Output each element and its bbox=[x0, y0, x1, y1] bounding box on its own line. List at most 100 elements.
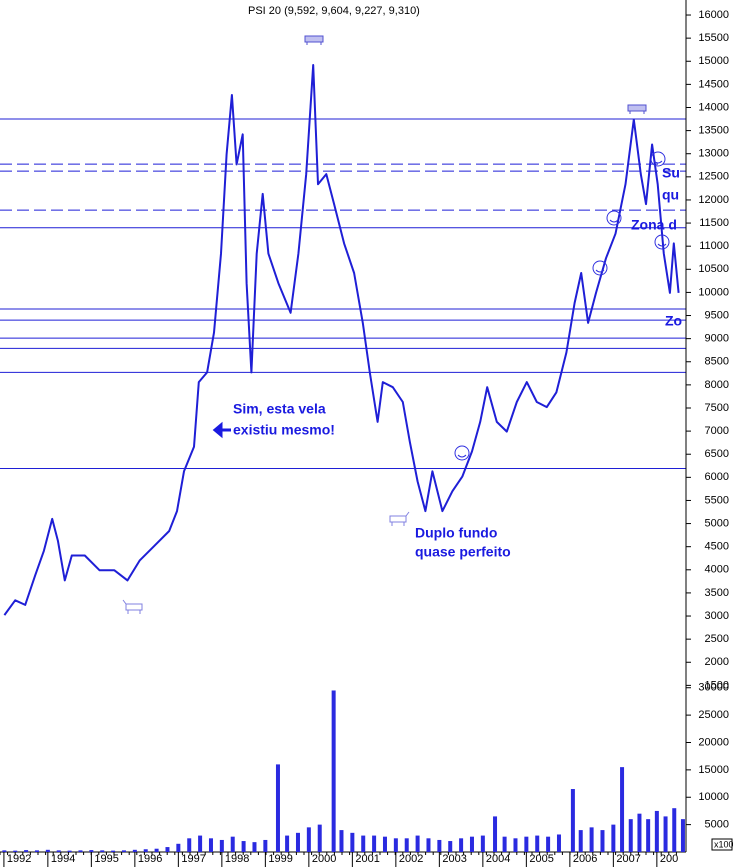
volume-bar bbox=[611, 824, 616, 852]
bear-icon bbox=[304, 35, 324, 45]
volume-bar bbox=[165, 847, 170, 852]
y-tick-label: 14000 bbox=[698, 101, 729, 113]
volume-bar bbox=[45, 849, 50, 852]
x-tick-label: 1992 bbox=[7, 853, 31, 865]
volume-bar bbox=[89, 850, 94, 852]
volume-bar bbox=[154, 848, 159, 852]
volume-bar bbox=[67, 850, 72, 852]
y-tick-label: 16000 bbox=[698, 9, 729, 21]
annotation: quase perfeito bbox=[415, 544, 511, 560]
smiley bbox=[592, 260, 608, 276]
volume-bar bbox=[187, 838, 192, 852]
x-tick-label: 2007 bbox=[616, 853, 640, 865]
y-tick-label: 13000 bbox=[698, 148, 729, 160]
volume-bar bbox=[672, 808, 677, 852]
x-tick-label: 2003 bbox=[442, 853, 466, 865]
volume-bar bbox=[24, 850, 29, 852]
volume-bar bbox=[480, 835, 485, 852]
volume-bar bbox=[589, 827, 594, 852]
volume-bar bbox=[437, 839, 442, 852]
y-tick-label: 3500 bbox=[705, 587, 729, 599]
volume-bar bbox=[620, 767, 625, 852]
icons bbox=[122, 35, 670, 614]
volume-bar bbox=[132, 849, 137, 852]
volume-bar bbox=[100, 850, 105, 852]
bull-icon bbox=[389, 511, 410, 526]
x-tick-label: 2006 bbox=[573, 853, 597, 865]
smiley bbox=[454, 445, 470, 461]
annotation: existiu mesmo! bbox=[233, 422, 335, 438]
smiley bbox=[606, 210, 622, 226]
volume-bar bbox=[241, 841, 246, 852]
volume-bar bbox=[556, 834, 561, 852]
x-tick-label: 1996 bbox=[138, 853, 162, 865]
volume-bar bbox=[339, 830, 344, 852]
volume-bar bbox=[2, 850, 7, 852]
volume-bar bbox=[252, 842, 257, 852]
x-tick-label: 2001 bbox=[355, 853, 379, 865]
volume-bar bbox=[306, 827, 311, 852]
volume-bar bbox=[208, 838, 213, 852]
volume-bar bbox=[415, 835, 420, 852]
y-tick-label: 8000 bbox=[705, 379, 729, 391]
y-tick-label: 12000 bbox=[698, 194, 729, 206]
y-tick-label: 6000 bbox=[705, 471, 729, 483]
annotation: Duplo fundo bbox=[415, 525, 497, 541]
annotation: Su bbox=[662, 165, 680, 181]
y-tick-label: 15000 bbox=[698, 55, 729, 67]
y-tick-label: 13500 bbox=[698, 125, 729, 137]
volume-bar bbox=[121, 850, 126, 852]
x-tick-label: 2004 bbox=[486, 853, 510, 865]
arrow bbox=[212, 421, 231, 439]
y-tick-label: 4000 bbox=[705, 564, 729, 576]
volume-bar bbox=[535, 835, 540, 852]
smiley bbox=[650, 151, 666, 167]
volume-bar bbox=[295, 832, 300, 852]
volume-bar bbox=[13, 850, 18, 852]
volume-bar bbox=[176, 843, 181, 852]
y-tick-label: 10000 bbox=[698, 286, 729, 298]
y-tick-label: 7500 bbox=[705, 402, 729, 414]
volume-bar bbox=[654, 810, 659, 852]
volume-bar bbox=[111, 850, 116, 852]
y-tick-label: 15500 bbox=[698, 32, 729, 44]
volume-bar bbox=[393, 838, 398, 852]
volume-bar bbox=[628, 819, 633, 852]
x-tick-label: 2002 bbox=[399, 853, 423, 865]
volume-bar bbox=[56, 850, 61, 852]
y-tick-label: 7000 bbox=[705, 425, 729, 437]
volume-bar bbox=[78, 850, 83, 852]
volume-bar bbox=[448, 841, 453, 852]
x-tick-label: 200 bbox=[660, 853, 678, 865]
volume-bar bbox=[680, 819, 685, 852]
volume-bar bbox=[372, 835, 377, 852]
annotation: Sim, esta vela bbox=[233, 401, 326, 417]
volume-bar bbox=[637, 813, 642, 852]
y-tick-label: 5500 bbox=[705, 494, 729, 506]
volume-bar bbox=[524, 836, 529, 852]
volume-bar bbox=[263, 839, 268, 852]
volume-bar bbox=[426, 838, 431, 852]
x-tick-label: 2005 bbox=[529, 853, 553, 865]
x-tick-label: 2000 bbox=[312, 853, 336, 865]
smiley bbox=[654, 234, 670, 250]
y-tick-label: 2500 bbox=[705, 633, 729, 645]
volume-bar bbox=[570, 789, 575, 852]
annotation: Zona d bbox=[631, 217, 677, 233]
bear-icon bbox=[627, 104, 647, 114]
x-tick-label: 1999 bbox=[268, 853, 292, 865]
y-tick-label: 10000 bbox=[698, 791, 729, 803]
y-tick-label: 30000 bbox=[698, 682, 729, 694]
x-tick-label: 1998 bbox=[225, 853, 249, 865]
y-tick-label: 15000 bbox=[698, 764, 729, 776]
bull-icon bbox=[122, 599, 143, 614]
volume-bar bbox=[382, 836, 387, 852]
volume-bar bbox=[143, 849, 148, 852]
y-tick-label: 2000 bbox=[705, 656, 729, 668]
volume-bar bbox=[275, 764, 280, 852]
volume-bar bbox=[331, 690, 336, 852]
y-tick-label: 8500 bbox=[705, 356, 729, 368]
y-tick-label: 4500 bbox=[705, 541, 729, 553]
volume-bar bbox=[317, 824, 322, 852]
